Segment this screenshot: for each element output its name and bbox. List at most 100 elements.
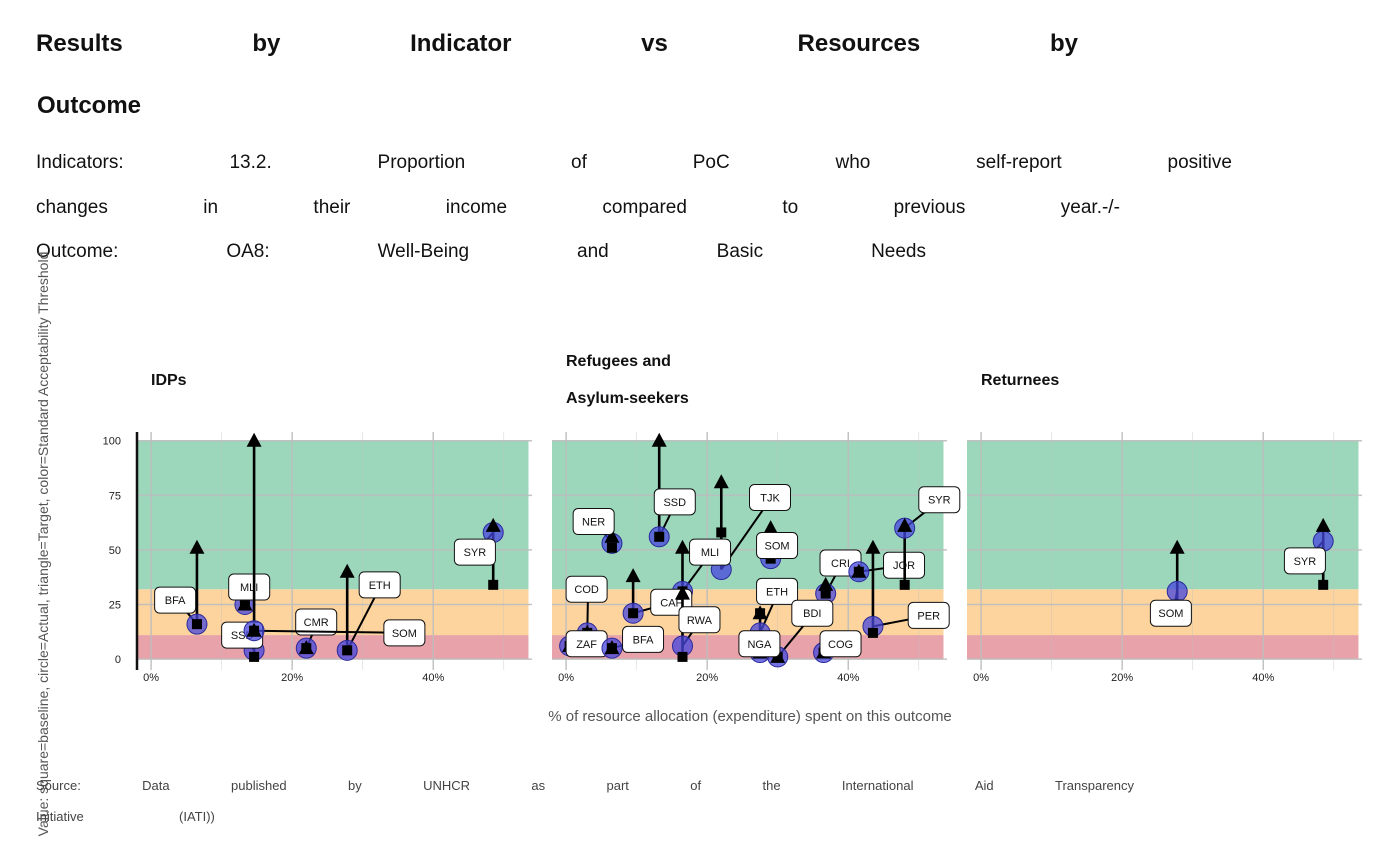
title-word: by bbox=[252, 30, 281, 57]
title-word: vs bbox=[641, 30, 668, 57]
x-tick-label: 40% bbox=[837, 672, 859, 684]
threshold-band-red bbox=[967, 635, 1359, 660]
threshold-band-green bbox=[552, 440, 944, 590]
subtitle-word: self-report bbox=[976, 152, 1062, 173]
point-label-box bbox=[738, 630, 781, 658]
point-label-box bbox=[295, 608, 338, 636]
target-point bbox=[651, 432, 667, 447]
subtitle-word: Needs bbox=[871, 241, 926, 262]
x-tick-label: 0% bbox=[973, 672, 989, 684]
caption-word: the bbox=[762, 778, 781, 793]
point-label: SYR bbox=[464, 547, 487, 559]
x-tick-label: 40% bbox=[422, 672, 444, 684]
baseline-point bbox=[820, 588, 831, 599]
caption-word: of bbox=[690, 778, 702, 793]
point-label-box bbox=[678, 606, 721, 634]
baseline-point bbox=[899, 579, 910, 590]
target-point bbox=[298, 640, 314, 655]
point-label-box bbox=[228, 573, 271, 601]
subtitle-word: PoC bbox=[692, 152, 730, 173]
caption-word: UNHCR bbox=[423, 778, 471, 793]
target-point bbox=[752, 605, 768, 620]
y-tick-label: 100 bbox=[103, 436, 121, 448]
caption-word: published bbox=[231, 778, 287, 793]
caption-word: Source: bbox=[36, 778, 81, 793]
baseline-point bbox=[867, 627, 878, 638]
subtitle-word: 13.2. bbox=[229, 152, 272, 173]
subtitle-word: Well-Being bbox=[377, 241, 470, 262]
point-label-box bbox=[756, 577, 799, 605]
caption-word: Transparency bbox=[1055, 778, 1134, 793]
x-tick-label: 0% bbox=[143, 672, 159, 684]
target-point bbox=[713, 474, 729, 489]
y-axis-label: Value: square=baseline, circle=Actual, t… bbox=[35, 251, 51, 837]
threshold-band-red bbox=[137, 635, 529, 660]
point-label: TJK bbox=[760, 493, 780, 505]
subtitle-word: in bbox=[203, 197, 219, 218]
baseline-point bbox=[249, 651, 260, 662]
point-label-box bbox=[907, 601, 950, 629]
point-label: NER bbox=[582, 517, 605, 529]
point-label-box bbox=[383, 619, 426, 647]
x-tick-label: 20% bbox=[281, 672, 303, 684]
subtitle-word: changes bbox=[36, 197, 108, 218]
point-label: CRI bbox=[831, 558, 850, 570]
caption-line1: Source: Data published by UNHCR as part of the In… bbox=[36, 778, 1134, 793]
title-word: Resources bbox=[797, 30, 921, 57]
point-label-box bbox=[453, 538, 496, 566]
target-point bbox=[818, 576, 834, 591]
point-label-box bbox=[1149, 599, 1192, 627]
subtitle-word: Basic bbox=[716, 241, 764, 262]
point-label-box bbox=[1283, 547, 1326, 575]
point-label: NGA bbox=[747, 639, 772, 651]
subtitle-word: Outcome: bbox=[36, 241, 119, 262]
caption-word: Aid bbox=[974, 778, 994, 793]
target-point bbox=[674, 585, 690, 600]
baseline-point bbox=[191, 619, 202, 630]
point-label-box bbox=[622, 625, 665, 653]
point-label: CAF bbox=[660, 597, 682, 609]
caption-word: Initiative bbox=[36, 809, 84, 824]
subtitle-word: Indicators: bbox=[36, 152, 124, 173]
subtitle-word: of bbox=[571, 152, 587, 173]
subtitle-word: compared bbox=[602, 197, 687, 218]
point-label: COG bbox=[828, 639, 853, 651]
panel-1: Refugees and Asylum-seekers 0% 20% 40% NER SSD… bbox=[552, 353, 961, 684]
leader-line bbox=[254, 629, 406, 634]
baseline-point bbox=[654, 531, 665, 542]
point-label: SOM bbox=[1158, 608, 1183, 620]
point-label-box bbox=[749, 484, 791, 512]
point-label: SYR bbox=[1294, 556, 1317, 568]
title-word: Results bbox=[36, 30, 123, 57]
point-label-box bbox=[154, 586, 197, 614]
x-tick-label: 20% bbox=[696, 672, 718, 684]
point-label-box bbox=[565, 575, 608, 603]
point-label: RWA bbox=[687, 615, 713, 627]
target-point bbox=[897, 517, 913, 532]
point-label-box bbox=[791, 599, 834, 627]
point-label: COD bbox=[574, 584, 599, 596]
target-point bbox=[339, 563, 355, 578]
target-point bbox=[1315, 517, 1331, 532]
x-tick-label: 20% bbox=[1111, 672, 1133, 684]
threshold-band-orange bbox=[552, 589, 944, 636]
point-label: ETH bbox=[369, 580, 391, 592]
point-label: ETH bbox=[766, 586, 788, 598]
target-point bbox=[485, 517, 501, 532]
subtitle-word: year.-/- bbox=[1060, 197, 1120, 218]
target-point bbox=[625, 568, 641, 583]
point-label-box bbox=[756, 532, 799, 560]
point-label-box bbox=[689, 538, 732, 566]
target-point bbox=[851, 563, 867, 578]
panel-title: Asylum-seekers bbox=[566, 390, 689, 407]
target-point bbox=[237, 596, 253, 611]
point-label: SSD bbox=[663, 497, 686, 509]
point-label: BFA bbox=[165, 595, 186, 607]
target-point bbox=[604, 528, 620, 543]
caption-word: (IATI)) bbox=[179, 809, 215, 824]
point-label: ZAF bbox=[576, 639, 597, 651]
point-label: PER bbox=[917, 610, 940, 622]
panel-title: Refugees and bbox=[566, 353, 671, 370]
point-label: MLI bbox=[240, 582, 258, 594]
